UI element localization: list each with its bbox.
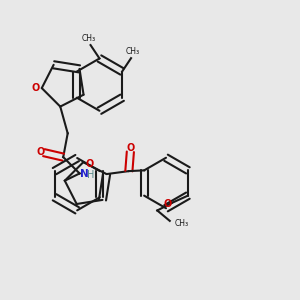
Text: CH₃: CH₃ xyxy=(174,219,188,228)
Text: O: O xyxy=(126,142,134,153)
Text: CH₃: CH₃ xyxy=(82,34,96,43)
Text: H: H xyxy=(87,170,94,180)
Text: O: O xyxy=(86,159,94,169)
Text: N: N xyxy=(80,169,89,179)
Text: CH₃: CH₃ xyxy=(125,47,140,56)
Text: O: O xyxy=(164,199,172,209)
Text: O: O xyxy=(36,147,44,157)
Text: O: O xyxy=(31,83,39,93)
